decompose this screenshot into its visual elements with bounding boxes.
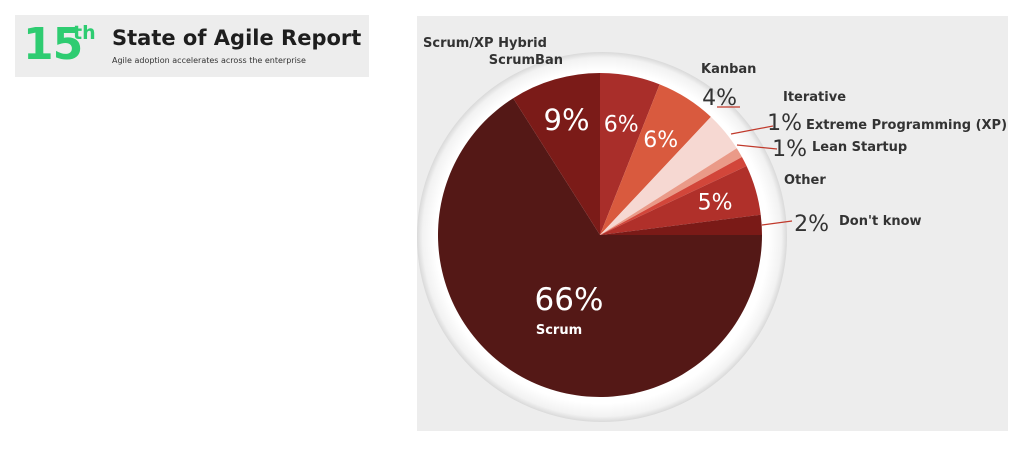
value-label-extreme-programming-xp: 1% [767,111,802,136]
value-label-scrum: 66% [535,282,604,318]
pie-slice-extreme-programming-xp [600,148,742,235]
category-label-kanban: Kanban [701,62,756,77]
value-label-kanban: 6% [643,128,678,153]
report-title: State of Agile Report [112,26,362,50]
pie-slice-scrum-xp-hybrid [600,73,660,235]
value-label-other: 5% [698,190,733,215]
value-label-scrum-xp-hybrid: 6% [604,112,639,137]
category-label-other: Other [784,173,826,188]
pie-slice-don-t-know [600,214,762,235]
pie-slice-iterative [600,116,737,235]
leader-line-lean-startup [736,144,778,150]
pie-slice-lean-startup [600,156,747,235]
leader-line-don-t-know [761,220,793,226]
category-label-extreme-programming-xp: Extreme Programming (XP) [806,118,1007,133]
category-label-lean-startup: Lean Startup [812,140,907,155]
pie-slice-scrumban [513,73,600,235]
report-badge: 15 th State of Agile Report Agile adopti… [15,15,369,77]
value-label-don-t-know: 2% [794,212,829,237]
value-label-scrumban: 9% [544,103,590,137]
pie-slice-other [600,166,761,235]
report-subtitle: Agile adoption accelerates across the en… [112,56,306,65]
edition-suffix: th [73,22,96,44]
chart-panel: 6% Scrum/XP Hybrid 6% Kanban 4% Iterative 1% Ex… [417,16,1008,431]
category-label-scrum-xp-hybrid: Scrum/XP Hybrid [423,36,547,51]
leader-line-extreme-programming-xp [730,125,774,135]
category-label-don-t-know: Don't know [839,214,922,229]
value-label-lean-startup: 1% [772,137,807,162]
category-label-scrumban: ScrumBan [489,53,563,68]
category-label-iterative: Iterative [783,90,846,105]
pie-slice-kanban [600,84,711,235]
edition-number: 15 [23,19,83,70]
category-label-scrum: Scrum [536,323,582,338]
pie-slice-scrum [437,98,762,398]
